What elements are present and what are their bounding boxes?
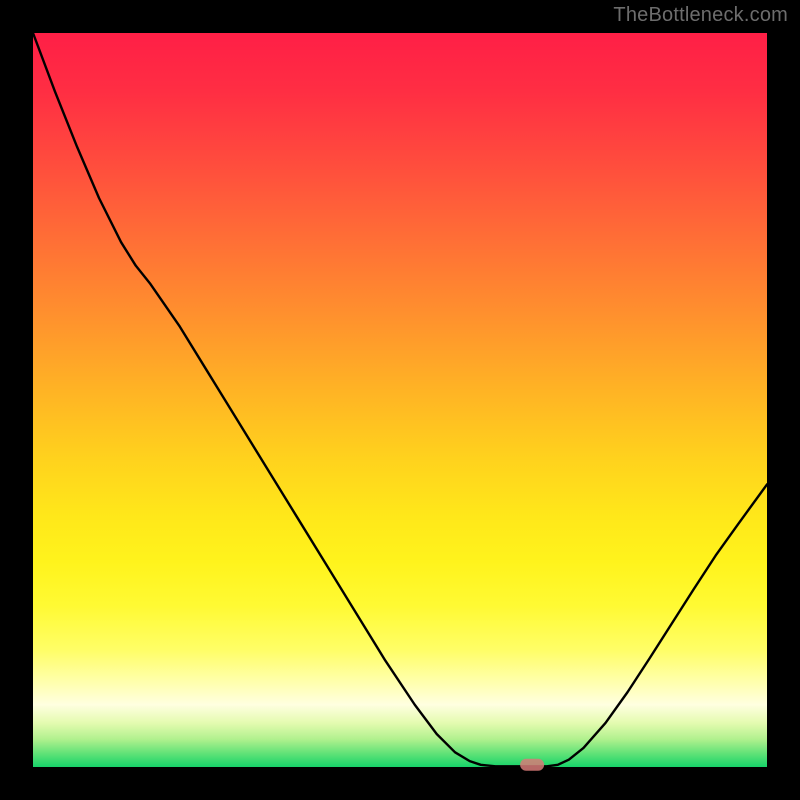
watermark-text: TheBottleneck.com — [613, 4, 788, 27]
gradient-background — [33, 33, 767, 767]
optimal-marker — [520, 759, 544, 771]
bottleneck-chart — [0, 0, 800, 800]
chart-frame: TheBottleneck.com — [0, 0, 800, 800]
